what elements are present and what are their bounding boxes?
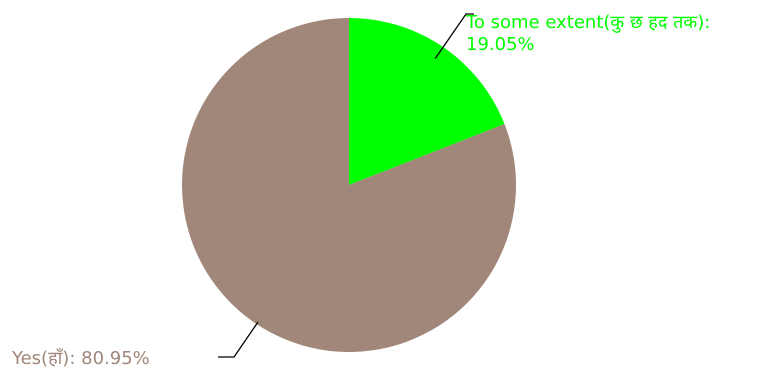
leader-line-yes bbox=[218, 321, 259, 358]
slice-label-yes: Yes(हाँ): 80.95% bbox=[11, 347, 150, 369]
leader-line-to-some-extent bbox=[434, 13, 474, 59]
pie-slices bbox=[182, 18, 517, 353]
slice-label-to-some-extent-name: To some extent(कु छ हद तक) bbox=[465, 12, 704, 33]
slice-label-to-some-extent: To some extent(कु छ हद तक): 19.05% bbox=[465, 12, 716, 55]
slice-label-yes-name: Yes(हाँ) bbox=[11, 347, 69, 369]
slice-to-some-extent bbox=[349, 18, 505, 185]
slice-yes bbox=[182, 18, 517, 353]
slice-label-to-some-extent-sep: : bbox=[704, 12, 710, 33]
slice-label-yes-sep: : bbox=[69, 348, 81, 369]
leader-lines bbox=[218, 13, 474, 358]
slice-label-to-some-extent-value: 19.05% bbox=[466, 34, 535, 55]
slice-label-yes-value: 80.95% bbox=[81, 348, 150, 369]
